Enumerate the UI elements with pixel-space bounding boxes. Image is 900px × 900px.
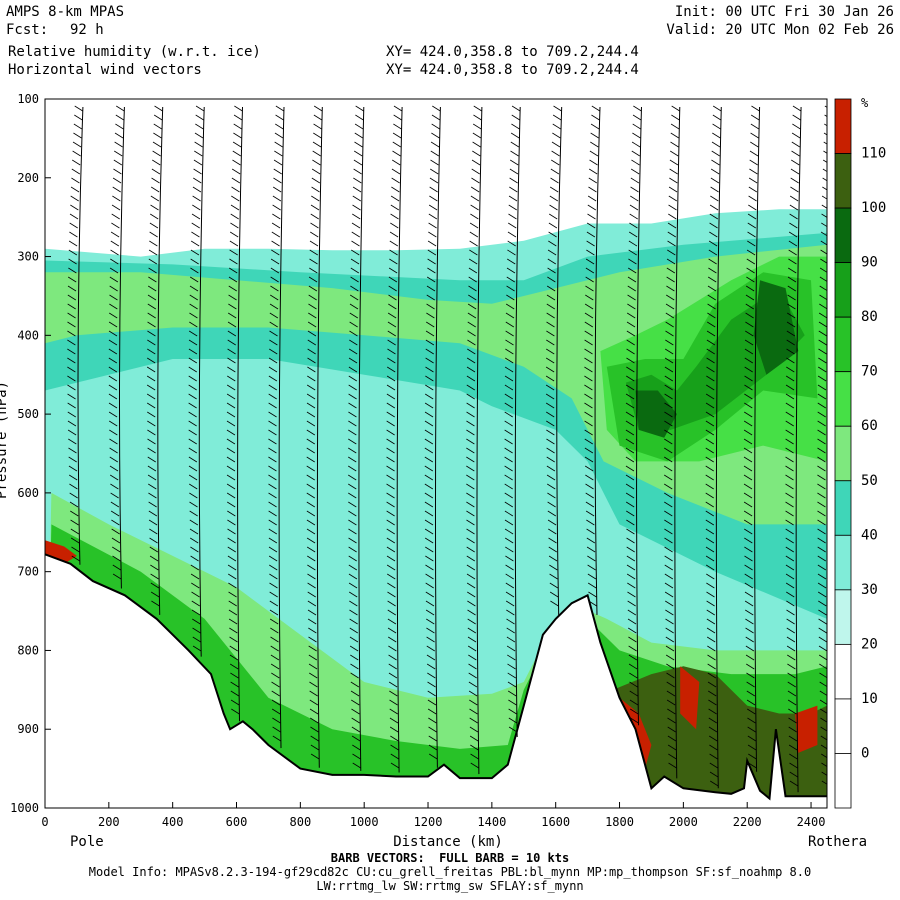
barb-legend: BARB VECTORS: FULL BARB = 10 kts bbox=[330, 851, 570, 865]
colorbar-label: 110 bbox=[861, 146, 886, 162]
colorbar-label: 20 bbox=[861, 636, 878, 652]
terrain-surface-line bbox=[45, 553, 827, 801]
x-axis: 0 200 400 600 800 1000 1200 1400 1600 1800 2000 220… bbox=[41, 802, 825, 829]
y-tick-label: 400 bbox=[17, 328, 39, 342]
x-tick-label: 1400 bbox=[477, 815, 506, 829]
x-tick-label: 0 bbox=[41, 815, 48, 829]
wind-barb-column bbox=[226, 105, 244, 722]
colorbar-label: 0 bbox=[861, 745, 869, 761]
colorbar-label: 80 bbox=[861, 309, 878, 325]
wind-barb-column bbox=[268, 105, 285, 749]
y-tick-label: 300 bbox=[17, 250, 39, 264]
rh-region-110 bbox=[795, 705, 818, 753]
rh-region-90 bbox=[753, 280, 799, 375]
wind-barb-column bbox=[743, 105, 761, 772]
wind-barb-column bbox=[625, 105, 642, 726]
colorbar-swatch bbox=[834, 753, 852, 809]
wind-barb-column bbox=[108, 105, 125, 589]
x-tick-label: 2200 bbox=[733, 815, 762, 829]
y-tick-label: 800 bbox=[17, 643, 39, 657]
colorbar-label: 70 bbox=[861, 364, 878, 380]
rh-region-110 bbox=[680, 666, 700, 730]
colorbar-swatch bbox=[834, 589, 852, 645]
wind-barb-column bbox=[306, 105, 323, 768]
init-time: Init: 00 UTC Fri 30 Jan 26 bbox=[674, 4, 894, 20]
colorbar-label: 100 bbox=[861, 200, 886, 216]
y-tick-label: 100 bbox=[17, 92, 39, 106]
endpoint-left-label: Pole bbox=[70, 834, 104, 850]
x-tick-label: 200 bbox=[98, 815, 120, 829]
wind-barb-column bbox=[424, 105, 441, 768]
colorbar-swatch bbox=[834, 534, 852, 591]
x-tick-label: 800 bbox=[290, 815, 312, 829]
x-tick-label: 2400 bbox=[797, 815, 826, 829]
wind-barbs bbox=[67, 105, 827, 793]
y-tick-label: 600 bbox=[17, 486, 39, 500]
colorbar-label: 60 bbox=[861, 418, 878, 434]
colorbar-swatch bbox=[834, 698, 852, 754]
colorbar-swatch bbox=[834, 480, 852, 536]
y-tick-label: 500 bbox=[17, 407, 39, 421]
wind-barb-column bbox=[188, 105, 205, 657]
colorbar-label: 10 bbox=[861, 691, 878, 707]
rh-region-90 bbox=[635, 390, 677, 438]
colorbar-unit: % bbox=[861, 96, 869, 110]
y-tick-label: 1000 bbox=[10, 801, 39, 815]
fcst-label: Fcst: bbox=[6, 22, 49, 38]
colorbar-swatch bbox=[834, 371, 852, 427]
plot-frame bbox=[44, 98, 828, 809]
x-tick-label: 400 bbox=[162, 815, 184, 829]
y-tick-label: 900 bbox=[17, 722, 39, 736]
wind-barb-column bbox=[67, 105, 84, 565]
colorbar-swatch bbox=[834, 643, 852, 700]
y-tick-label: 700 bbox=[17, 565, 39, 579]
x-axis-title: Distance (km) bbox=[393, 834, 503, 850]
colorbar-swatch bbox=[834, 153, 852, 209]
colorbar-label: 90 bbox=[861, 255, 878, 271]
y-tick-label: 200 bbox=[17, 171, 39, 185]
y-axis-title: Pressure (hPa) bbox=[0, 381, 10, 499]
x-tick-label: 1000 bbox=[350, 815, 379, 829]
model-info-line2: LW:rrtmg_lw SW:rrtmg_sw SFLAY:sf_mynn bbox=[316, 879, 584, 893]
field-title-wind: Horizontal wind vectors bbox=[8, 62, 202, 78]
wind-barb-column bbox=[785, 105, 802, 793]
fcst-value: 92 h bbox=[70, 22, 104, 38]
wind-barb-column bbox=[705, 105, 722, 789]
terrain-mask bbox=[45, 554, 827, 808]
x-tick-label: 600 bbox=[226, 815, 248, 829]
field-title-rh: Relative humidity (w.r.t. ice) bbox=[8, 44, 261, 60]
colorbar-swatch bbox=[834, 207, 852, 264]
x-tick-label: 1600 bbox=[541, 815, 570, 829]
colorbar-label: 40 bbox=[861, 527, 878, 543]
wind-barb-column bbox=[466, 105, 483, 775]
wind-barb-column bbox=[386, 105, 403, 773]
model-title: AMPS 8-km MPAS bbox=[6, 4, 125, 20]
colorbar-swatch bbox=[834, 98, 852, 154]
x-tick-label: 1200 bbox=[414, 815, 443, 829]
colorbar-swatch bbox=[834, 316, 852, 373]
wind-barb-column bbox=[504, 105, 521, 738]
xy-range-1: XY= 424.0,358.8 to 709.2,244.4 bbox=[386, 44, 639, 60]
wind-barb-column bbox=[664, 105, 681, 779]
endpoint-right-label: Rothera bbox=[808, 834, 867, 850]
wind-barb-column bbox=[584, 105, 601, 615]
wind-barb-column bbox=[146, 105, 164, 615]
xy-range-2: XY= 424.0,358.8 to 709.2,244.4 bbox=[386, 62, 639, 78]
x-tick-label: 1800 bbox=[605, 815, 634, 829]
terrain bbox=[45, 553, 827, 808]
colorbar-label: 30 bbox=[861, 582, 878, 598]
wind-barb-column bbox=[348, 105, 365, 771]
wind-barb-column bbox=[545, 105, 563, 615]
colorbar-label: 50 bbox=[861, 473, 878, 489]
model-info-line1: Model Info: MPASv8.2.3-194-gf29cd82c CU:… bbox=[88, 865, 812, 879]
colorbar-swatch bbox=[834, 262, 852, 318]
valid-time: Valid: 20 UTC Mon 02 Feb 26 bbox=[666, 22, 894, 38]
x-tick-label: 2000 bbox=[669, 815, 698, 829]
y-axis: 100 200 300 400 500 600 700 800 900 1000 bbox=[10, 92, 51, 815]
colorbar-swatch bbox=[834, 425, 852, 482]
